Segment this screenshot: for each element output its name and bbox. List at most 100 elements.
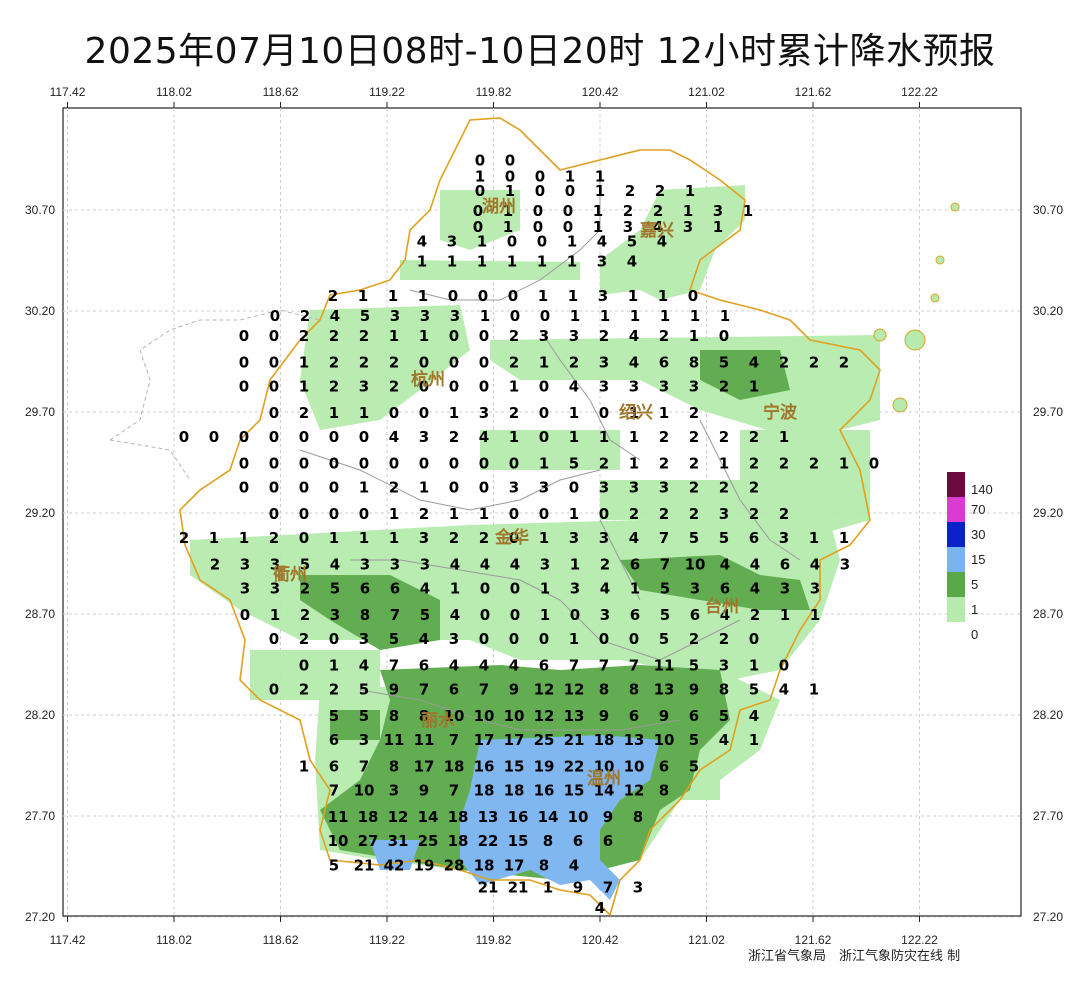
precip-value: 0 (329, 428, 339, 446)
precip-value: 2 (569, 354, 579, 372)
precip-value: 12 (564, 681, 585, 699)
precip-value: 4 (653, 218, 663, 236)
precip-value: 2 (599, 455, 609, 473)
precip-value: 0 (389, 404, 399, 422)
precip-value: 2 (749, 428, 759, 446)
precip-value: 2 (689, 404, 699, 422)
x-tick-label-bottom: 120.42 (582, 933, 619, 947)
precip-value: 2 (689, 630, 699, 648)
precip-value: 3 (420, 307, 430, 325)
legend-row: 0 (947, 597, 1007, 642)
precip-value: 1 (209, 529, 219, 547)
precip-value: 0 (269, 505, 279, 523)
precip-value: 2 (659, 505, 669, 523)
precip-value: 6 (573, 832, 583, 850)
precip-value: 0 (449, 455, 459, 473)
precip-value: 1 (539, 354, 549, 372)
legend-swatch (947, 497, 965, 522)
precip-value: 0 (563, 202, 573, 220)
legend-label: 1 (971, 602, 979, 617)
precip-value: 0 (473, 202, 483, 220)
precip-value: 19 (414, 856, 435, 874)
precip-value: 1 (359, 479, 369, 497)
precip-value: 0 (869, 455, 879, 473)
precip-value: 4 (749, 707, 759, 725)
precip-value: 2 (299, 630, 309, 648)
precip-value: 1 (503, 202, 513, 220)
precip-value: 18 (504, 782, 525, 800)
precip-value: 6 (630, 556, 640, 574)
precip-value: 10 (354, 782, 375, 800)
precip-value: 1 (780, 606, 790, 624)
precip-value: 2 (659, 327, 669, 345)
precip-value: 10 (685, 556, 706, 574)
precip-value: 22 (564, 758, 585, 776)
precip-value: 3 (359, 731, 369, 749)
precip-value: 1 (389, 529, 399, 547)
precip-value: 5 (300, 556, 310, 574)
precip-value: 2 (179, 529, 189, 547)
city-boundaries (299, 180, 801, 731)
precip-value: 1 (628, 287, 638, 305)
precip-value: 1 (749, 378, 759, 396)
precip-value: 9 (659, 707, 669, 725)
precip-value: 3 (509, 479, 519, 497)
precip-value: 6 (630, 606, 640, 624)
precip-value: 0 (599, 505, 609, 523)
legend-label: 70 (971, 502, 986, 517)
precip-value: 1 (449, 404, 459, 422)
precip-value: 3 (683, 218, 693, 236)
precip-value: 3 (330, 606, 340, 624)
precip-value: 7 (660, 556, 670, 574)
precip-value: 9 (599, 707, 609, 725)
precip-value: 9 (389, 681, 399, 699)
precip-value: 3 (598, 287, 608, 305)
precip-value: 0 (480, 606, 490, 624)
precip-value: 2 (509, 404, 519, 422)
precip-value: 2 (625, 182, 635, 200)
city-label: 宁波 (763, 402, 798, 423)
precip-value: 0 (449, 354, 459, 372)
precip-value: 4 (479, 428, 489, 446)
precip-value: 1 (593, 218, 603, 236)
precip-value: 7 (389, 657, 399, 675)
precip-value: 1 (629, 404, 639, 422)
precip-value: 6 (749, 529, 759, 547)
precip-value: 0 (359, 455, 369, 473)
precip-value: 2 (509, 327, 519, 345)
city-label: 台州 (705, 596, 739, 617)
precip-value: 6 (720, 580, 730, 598)
map-title: 2025年07月10日08时-10日20时 12小时累计降水预报 (84, 31, 996, 72)
precip-value: 3 (420, 556, 430, 574)
precip-value: 1 (810, 606, 820, 624)
precip-value: 0 (299, 479, 309, 497)
y-tick-label-left: 28.20 (25, 708, 55, 722)
precip-value: 0 (479, 455, 489, 473)
y-tick-label-right: 27.20 (1033, 910, 1063, 924)
precip-value: 2 (479, 529, 489, 547)
precip-value: 4 (479, 657, 489, 675)
precip-value: 9 (419, 782, 429, 800)
precip-value: 1 (713, 218, 723, 236)
precip-value: 1 (479, 505, 489, 523)
precip-value: 27 (358, 832, 379, 850)
precip-value: 1 (477, 253, 487, 271)
precip-value: 3 (779, 529, 789, 547)
precip-value: 4 (449, 657, 459, 675)
precip-value: 10 (654, 731, 675, 749)
y-tick-label-right: 28.70 (1033, 607, 1063, 621)
precip-value: 18 (594, 731, 615, 749)
precip-value: 3 (840, 556, 850, 574)
precip-value: 4 (569, 378, 579, 396)
precip-value: 0 (749, 630, 759, 648)
precip-value: 1 (685, 182, 695, 200)
precip-value: 1 (270, 606, 280, 624)
precip-value: 1 (839, 455, 849, 473)
y-tick-label-left: 30.20 (25, 304, 55, 318)
precip-value: 3 (447, 232, 457, 250)
precip-value: 9 (509, 681, 519, 699)
precip-value: 4 (629, 354, 639, 372)
precip-value: 1 (358, 287, 368, 305)
precip-value: 0 (535, 182, 545, 200)
